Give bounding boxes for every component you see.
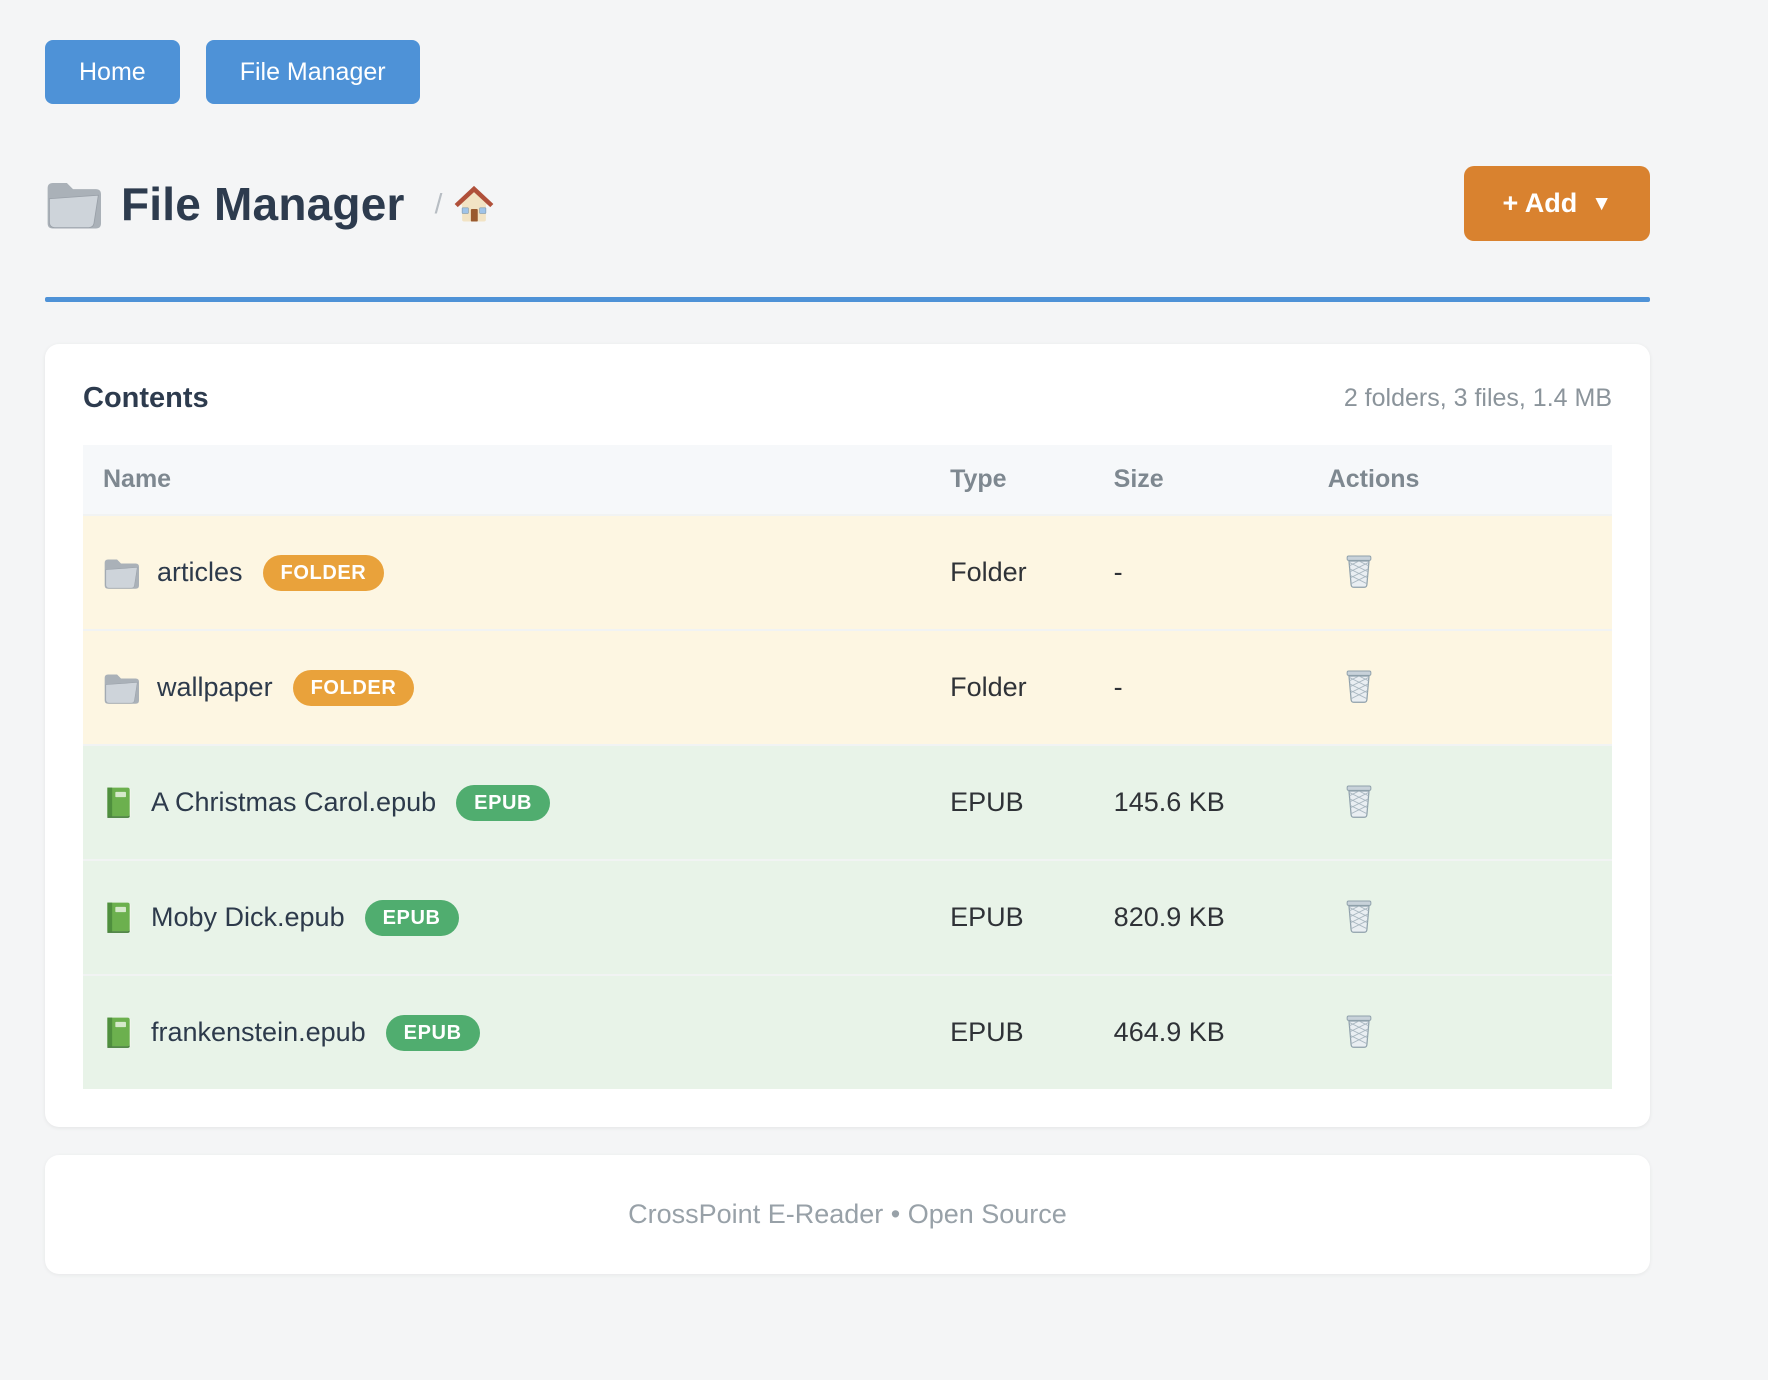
page: Home File Manager File Manager / (45, 0, 1650, 1274)
trash-icon (1344, 553, 1374, 589)
file-size: - (1113, 672, 1123, 702)
folder-icon (45, 179, 101, 229)
table-row: Moby Dick.epub EPUB EPUB 820.9 KB (83, 860, 1612, 975)
add-button-label: + Add (1502, 188, 1578, 218)
home-button[interactable]: Home (45, 40, 180, 104)
contents-card: Contents 2 folders, 3 files, 1.4 MB Name… (45, 344, 1650, 1127)
table-row: wallpaper FOLDER Folder - (83, 630, 1612, 745)
page-header: File Manager / + Add ▼ (45, 166, 1650, 241)
caret-down-icon: ▼ (1591, 191, 1612, 215)
column-name: Name (103, 465, 172, 493)
contents-summary: 2 folders, 3 files, 1.4 MB (1343, 384, 1612, 412)
file-name[interactable]: wallpaper (157, 672, 273, 702)
delete-button[interactable] (1340, 894, 1378, 938)
book-icon (103, 901, 133, 935)
column-actions: Actions (1327, 465, 1420, 493)
epub-badge: EPUB (385, 1014, 480, 1051)
epub-badge: EPUB (456, 784, 551, 821)
trash-icon (1344, 783, 1374, 819)
folder-badge: FOLDER (292, 669, 415, 706)
book-icon (103, 1016, 133, 1050)
folder-badge: FOLDER (262, 554, 385, 591)
file-name[interactable]: frankenstein.epub (151, 1017, 366, 1047)
file-size: 464.9 KB (1113, 1017, 1225, 1047)
table-header-row: Name Type Size Actions (83, 445, 1612, 515)
file-name[interactable]: articles (157, 557, 243, 587)
delete-button[interactable] (1340, 779, 1378, 823)
file-size: 145.6 KB (1113, 787, 1225, 817)
folder-icon (103, 672, 139, 704)
table-row: A Christmas Carol.epub EPUB EPUB 145.6 K… (83, 745, 1612, 860)
column-type: Type (950, 465, 1007, 493)
file-name[interactable]: Moby Dick.epub (151, 902, 345, 932)
book-icon (103, 786, 133, 820)
file-type: EPUB (950, 902, 1024, 932)
table-row: frankenstein.epub EPUB EPUB 464.9 KB (83, 975, 1612, 1089)
add-button[interactable]: + Add ▼ (1464, 166, 1650, 241)
delete-button[interactable] (1340, 549, 1378, 593)
file-type: Folder (950, 672, 1027, 702)
file-type: EPUB (950, 1017, 1024, 1047)
title-divider (45, 297, 1650, 302)
page-title: File Manager (121, 177, 405, 230)
file-manager-button[interactable]: File Manager (205, 40, 420, 104)
file-table: Name Type Size Actions (83, 445, 1612, 1089)
breadcrumb: / (435, 184, 495, 224)
file-type: EPUB (950, 787, 1024, 817)
delete-button[interactable] (1340, 664, 1378, 708)
table-row: articles FOLDER Folder - (83, 515, 1612, 630)
column-size: Size (1113, 465, 1164, 493)
breadcrumb-separator: / (434, 188, 443, 220)
epub-badge: EPUB (364, 899, 459, 936)
trash-icon (1344, 668, 1374, 704)
delete-button[interactable] (1340, 1009, 1378, 1053)
file-size: - (1113, 557, 1123, 587)
file-name[interactable]: A Christmas Carol.epub (151, 787, 437, 817)
footer: CrossPoint E-Reader • Open Source (45, 1155, 1650, 1274)
trash-icon (1344, 898, 1374, 934)
card-title: Contents (83, 382, 209, 414)
trash-icon (1344, 1013, 1374, 1049)
file-type: Folder (950, 557, 1027, 587)
file-size: 820.9 KB (1113, 902, 1225, 932)
folder-icon (103, 557, 139, 589)
home-icon[interactable] (454, 184, 494, 224)
footer-text: CrossPoint E-Reader • Open Source (628, 1199, 1067, 1229)
top-nav: Home File Manager (45, 40, 1650, 104)
